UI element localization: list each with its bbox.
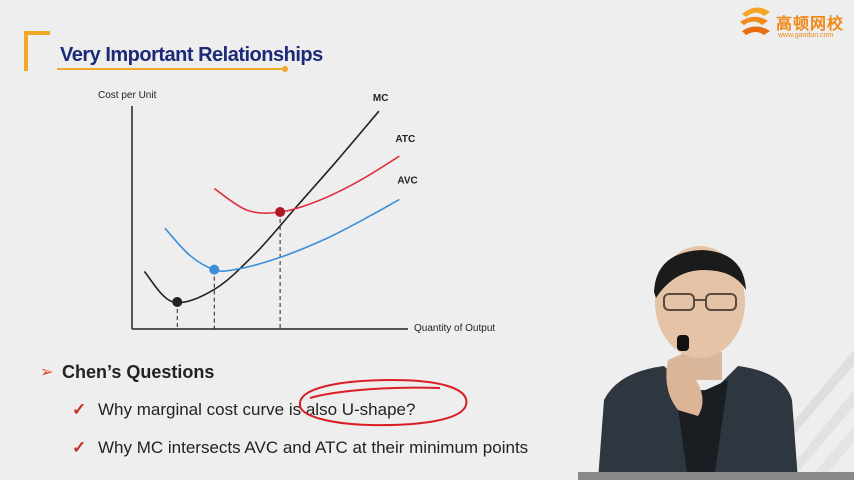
- highlight-point-2: [275, 207, 286, 217]
- chart-droplines: [176, 212, 281, 329]
- title-bracket-icon: [24, 31, 50, 71]
- question-text: Why marginal cost curve is also U-shape?: [98, 400, 416, 419]
- chart-series-labels: MC ATC AVC: [373, 93, 418, 186]
- question-text: Why MC intersects AVC and ATC at their m…: [98, 438, 529, 457]
- series-label-mc: MC: [373, 93, 389, 104]
- slide-title: Very Important Relationships: [60, 44, 323, 66]
- title-underline: [57, 68, 287, 70]
- gaodun-logo: 高顿网校 www.gaodun.com: [736, 4, 850, 44]
- check-icon: ✓: [72, 438, 87, 457]
- title-underline-dot: [282, 66, 288, 72]
- y-axis-label: Cost per Unit: [98, 90, 157, 101]
- questions-heading: ➢ Chen’s Questions: [40, 360, 214, 384]
- series-label-avc: AVC: [397, 175, 417, 186]
- arrow-bullet-icon: ➢: [40, 364, 54, 381]
- question-item: ✓ Why marginal cost curve is also U-shap…: [72, 398, 415, 422]
- background-arrows-icon: [778, 350, 854, 480]
- x-axis-label: Quantity of Output: [414, 323, 495, 334]
- check-icon: ✓: [72, 400, 87, 419]
- presenter-video: [578, 246, 854, 480]
- logo-brand-text: 高顿网校: [776, 14, 845, 33]
- series-line-avc: [164, 198, 400, 272]
- chart-points: [172, 207, 286, 307]
- logo-url: www.gaodun.com: [778, 32, 834, 39]
- chart-axes: Cost per Unit Quantity of Output: [98, 90, 495, 334]
- highlight-point-1: [209, 264, 220, 275]
- chart-series: [143, 110, 400, 304]
- questions-heading-text: Chen’s Questions: [62, 361, 215, 382]
- gaodun-mark-icon: [740, 7, 770, 35]
- series-label-atc: ATC: [395, 134, 415, 145]
- series-line-mc: [143, 110, 380, 304]
- highlight-point-0: [172, 297, 183, 307]
- series-line-atc: [213, 155, 400, 214]
- question-item: ✓ Why MC intersects AVC and ATC at their…: [72, 436, 528, 460]
